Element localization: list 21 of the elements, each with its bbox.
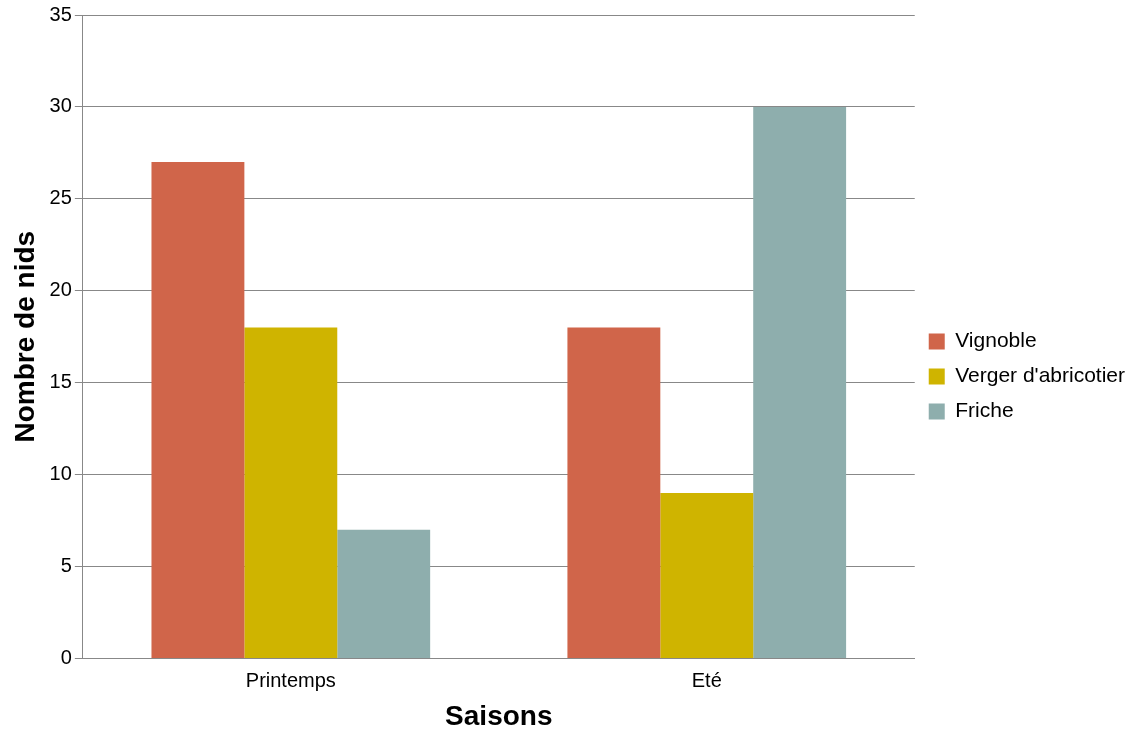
legend-label: Vignoble [955,328,1037,352]
y-tick-label: 20 [49,278,72,301]
x-axis-title: Saisons [445,699,553,731]
x-tick-label: Printemps [245,668,336,691]
y-axis-title: Nombre de nids [8,230,40,443]
legend-label: Friche [955,398,1014,422]
y-tick-label: 0 [60,645,72,668]
y-tick-label: 25 [49,186,72,209]
bar [244,327,338,658]
y-tick-label: 15 [49,370,72,393]
bar [567,327,661,658]
bar [337,529,431,658]
y-tick-label: 35 [49,2,72,25]
legend-label: Verger d'abricotier [955,363,1126,387]
bar [151,162,245,658]
bar [660,492,754,658]
y-tick-label: 30 [49,94,72,117]
bar [753,106,847,658]
x-tick-label: Eté [691,668,722,691]
y-tick-label: 10 [49,462,72,485]
y-tick-label: 5 [60,554,72,576]
